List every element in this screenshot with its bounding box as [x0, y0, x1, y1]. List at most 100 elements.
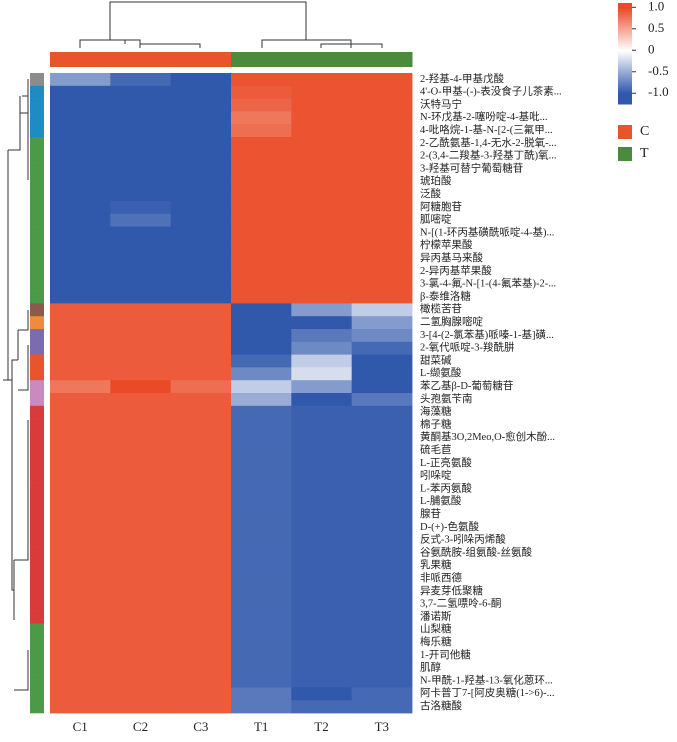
heatmap-cell	[291, 98, 353, 112]
heatmap-cell	[170, 380, 232, 394]
heatmap-cell	[50, 175, 111, 189]
heatmap-cell	[110, 508, 172, 522]
heatmap-cell	[291, 226, 353, 240]
colorbar-segment	[618, 73, 632, 76]
y-tick-label: 泛酸	[420, 187, 441, 200]
dendrogram	[3, 79, 29, 691]
y-tick-label: 3,7-二氢嘌呤-6-酮	[420, 597, 501, 610]
y-tick-label: 谷氨酰胺-组氨酸-丝氨酸	[420, 545, 532, 558]
heatmap-cell	[50, 393, 111, 407]
row-group-bar	[30, 521, 44, 535]
heatmap-cell	[351, 393, 413, 407]
heatmap-cell	[351, 162, 413, 176]
y-tick-label: L-缬氨酸	[420, 366, 462, 379]
row-group-bar	[30, 380, 44, 394]
heatmap-cell	[110, 188, 172, 202]
row-group-bar	[30, 559, 44, 573]
colorbar-segment	[618, 18, 632, 21]
heatmap-cell	[351, 636, 413, 650]
heatmap-cell	[351, 546, 413, 560]
heatmap-cell	[50, 239, 111, 253]
colorbar-tick-label: -1.0	[648, 84, 669, 99]
heatmap-cell	[231, 124, 292, 138]
heatmap-cell	[110, 418, 172, 432]
row-group-bar	[30, 252, 44, 266]
heatmap-cell	[231, 226, 292, 240]
colorbar-segment	[618, 87, 632, 90]
heatmap-cell	[50, 418, 111, 432]
heatmap-cell	[110, 431, 172, 445]
heatmap-cell	[170, 124, 232, 138]
colorbar-segment	[618, 97, 632, 100]
heatmap-cell	[110, 636, 172, 650]
heatmap-cell	[170, 149, 232, 163]
y-tick-label: 棉子糖	[420, 417, 452, 430]
colorbar-segment	[618, 58, 632, 61]
heatmap-cell	[170, 252, 232, 266]
heatmap-cell	[291, 585, 353, 599]
colorbar-segment	[618, 60, 632, 63]
heatmap-cell	[351, 137, 413, 151]
y-tick-label: 2-氧代哌啶-3-羧酰肼	[420, 341, 515, 354]
row-group-bar	[30, 73, 44, 87]
heatmap-cell	[170, 495, 232, 509]
heatmap-cell	[50, 265, 111, 279]
heatmap-cell	[110, 700, 172, 714]
colorbar-segment	[618, 50, 632, 53]
row-group-bar	[30, 354, 44, 368]
heatmap-cell	[231, 380, 292, 394]
heatmap-cell	[351, 559, 413, 573]
colorbar-segment	[618, 34, 632, 38]
row-group-bar	[30, 149, 44, 163]
y-tick-label: 山梨糖	[420, 622, 452, 635]
row-group-bar	[30, 393, 44, 407]
heatmap-cell	[170, 661, 232, 675]
colorbar-segment	[618, 4, 632, 7]
y-tick-label: 头孢氨苄南	[420, 392, 473, 405]
heatmap-cell	[50, 572, 111, 586]
y-tick-label: 柠檬苹果酸	[420, 238, 473, 251]
row-group-bar	[30, 188, 44, 202]
colorbar-segment	[618, 65, 632, 68]
heatmap-cell	[170, 610, 232, 624]
heatmap-cell	[110, 546, 172, 560]
heatmap-cell	[170, 303, 232, 317]
y-tick-label: 3-氯-4-氟-N-[1-(4-氟苯基)-2-...	[420, 277, 556, 290]
heatmap-cell	[170, 329, 232, 343]
heatmap-cell	[110, 201, 172, 215]
heatmap-cell	[50, 546, 111, 560]
heatmap-cell	[110, 533, 172, 547]
column-group-bar	[170, 52, 232, 67]
heatmap-cell	[110, 393, 172, 407]
heatmap-cell	[170, 367, 232, 381]
y-tick-label: 3-[4-(2-氯苯基)哌嗪-1-基]磺...	[420, 328, 554, 341]
heatmap-cell	[110, 585, 172, 599]
heatmap-cell	[231, 175, 292, 189]
column-group-bar	[351, 52, 413, 67]
heatmap-cell	[291, 610, 353, 624]
heatmap-cell	[351, 213, 413, 227]
y-tick-label: L-正亮氨酸	[420, 456, 472, 469]
heatmap-cell	[231, 239, 292, 253]
heatmap-cell	[231, 585, 292, 599]
heatmap-cell	[50, 585, 111, 599]
heatmap-cell	[351, 124, 413, 138]
heatmap-cell	[50, 457, 111, 471]
row-dendrogram	[3, 79, 29, 691]
heatmap-cell	[291, 649, 353, 663]
heatmap-cell	[291, 674, 353, 688]
heatmap-cell	[170, 277, 232, 291]
colorbar-segment	[618, 88, 632, 92]
heatmap-cell	[231, 252, 292, 266]
heatmap-cell	[110, 303, 172, 317]
y-tick-label: 2-异丙基苹果酸	[420, 264, 492, 277]
y-tick-label: N-甲酰-1-羟基-13-氧化蒽环...	[420, 673, 553, 686]
heatmap-cell	[351, 508, 413, 522]
heatmap-cell	[170, 290, 232, 304]
y-tick-label: 反式-3-吲哚丙烯酸	[420, 533, 506, 546]
heatmap-cell	[291, 508, 353, 522]
heatmap-cell	[351, 457, 413, 471]
row-group-bar	[30, 457, 44, 471]
heatmap-cell	[231, 137, 292, 151]
